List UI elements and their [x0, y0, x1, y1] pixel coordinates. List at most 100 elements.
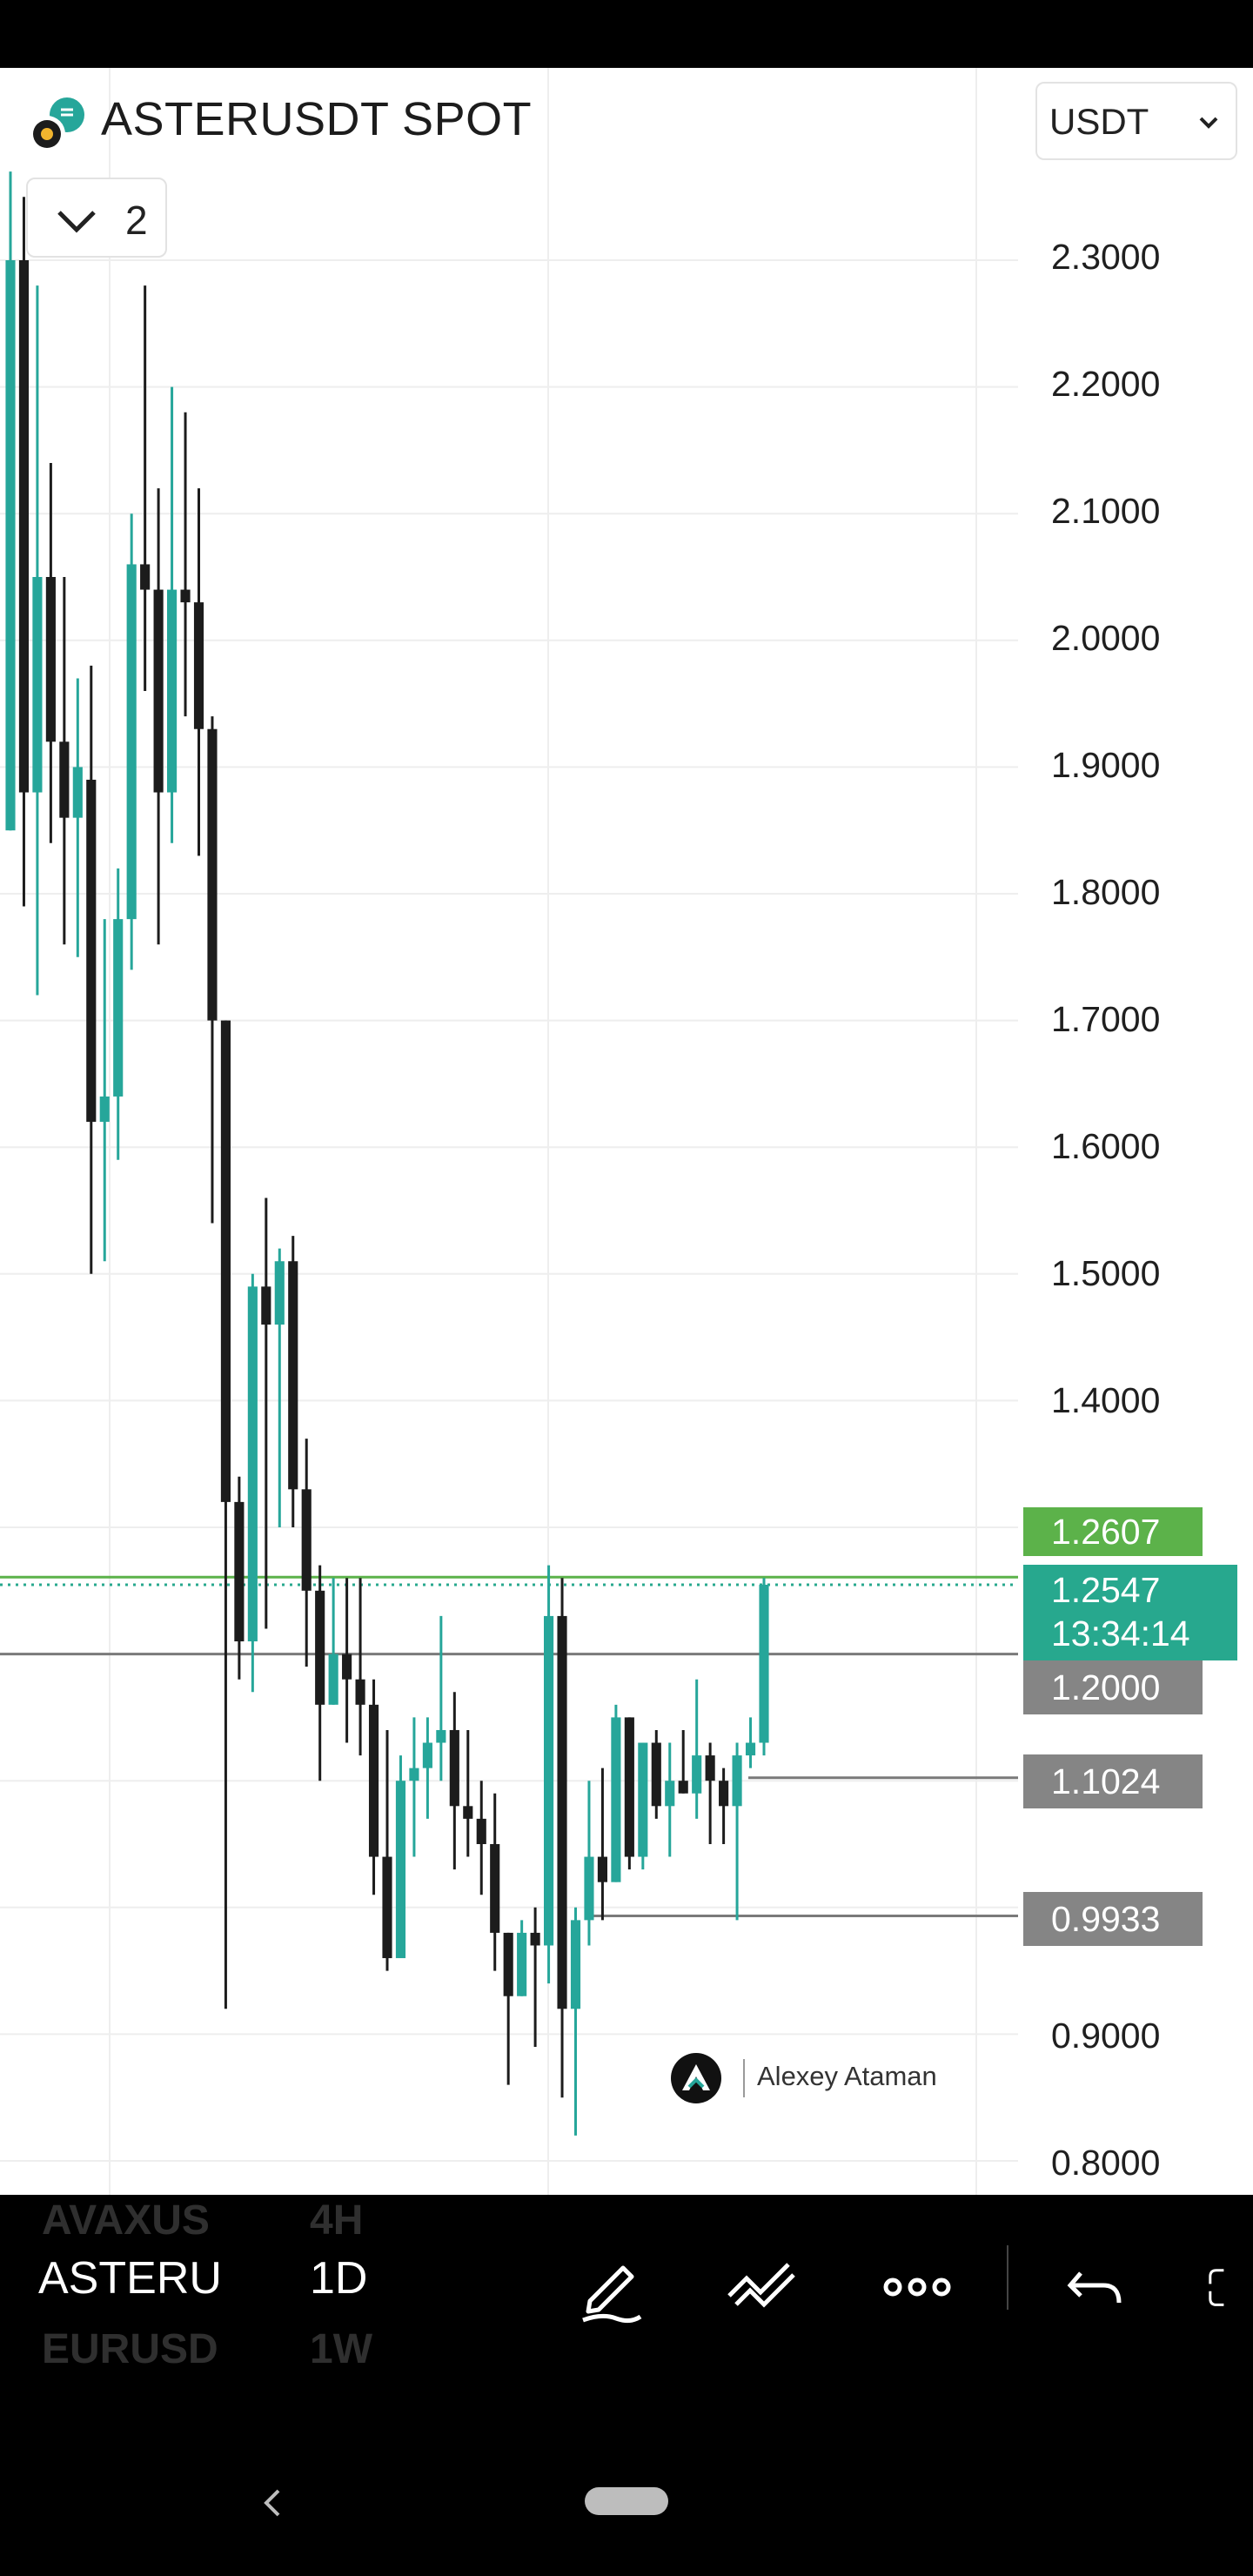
high-price-value: 1.2607 [1051, 1512, 1161, 1552]
candle-body [207, 728, 218, 1021]
high-price-tag: 1.2607 [1023, 1507, 1203, 1556]
chart-area[interactable]: ASTERUSDT SPOT USDT 2 2.3000 2.2000 2.10… [0, 68, 1253, 2195]
level-price-tag: 1.2000 [1023, 1660, 1203, 1714]
candle-body [476, 1818, 486, 1844]
candle [409, 1717, 419, 1857]
candle-body [678, 1781, 688, 1794]
candle [624, 1717, 634, 1870]
candle-body [315, 1590, 325, 1705]
candle [449, 1692, 459, 1870]
candle [759, 1578, 769, 1756]
candle [72, 678, 83, 957]
undo-icon[interactable] [1055, 2244, 1142, 2331]
price-axis-label: 2.1000 [1051, 491, 1161, 531]
candle-body [220, 1020, 231, 1502]
candle-body [745, 1742, 756, 1756]
level-price-value: 1.2000 [1051, 1667, 1161, 1707]
candle [557, 1578, 567, 2098]
candle-body [180, 589, 191, 603]
candle [153, 488, 164, 945]
candle-body [705, 1755, 715, 1781]
exchange-logo-icon [29, 97, 84, 152]
candle [463, 1729, 473, 1857]
trend-lines-icon[interactable] [719, 2244, 806, 2331]
candle [274, 1248, 285, 1527]
candle [544, 1565, 554, 1984]
active-symbol[interactable]: ASTERU [38, 2253, 222, 2304]
status-bar [0, 0, 1253, 68]
candle [503, 1932, 513, 2085]
candle [180, 412, 191, 717]
candle [745, 1717, 756, 1768]
candle-body [409, 1768, 419, 1781]
candle [247, 1273, 258, 1693]
symbol-option[interactable]: AVAXUS [42, 2197, 210, 2244]
candle-body [59, 741, 70, 818]
currency-select[interactable]: USDT [1035, 82, 1237, 160]
chevron-down-icon [57, 211, 96, 233]
candle-body [342, 1654, 352, 1680]
last-price-tag: 1.2547 13:34:14 [1023, 1565, 1237, 1660]
candle [530, 1907, 540, 2047]
symbol-option[interactable]: EURUSD [42, 2326, 218, 2372]
candle-body [288, 1261, 298, 1490]
level-price-tag: 1.1024 [1023, 1754, 1203, 1808]
author-name: Alexey Ataman [757, 2061, 937, 2091]
candle-body [759, 1584, 769, 1743]
candle [611, 1704, 621, 1882]
candle-body [140, 564, 151, 590]
candle-body [368, 1704, 379, 1857]
symbol-title[interactable]: ASTERUSDT SPOT [101, 93, 533, 145]
candle-body [624, 1717, 634, 1857]
more-icon[interactable] [874, 2244, 961, 2331]
candle-body [395, 1781, 406, 1959]
candle [570, 1907, 581, 2136]
chevron-down-icon [1199, 117, 1218, 129]
candle [86, 665, 97, 1274]
candle-body [463, 1806, 473, 1819]
candle-body [234, 1501, 245, 1642]
candle [638, 1742, 648, 1870]
indicators-toggle-button[interactable]: 2 [26, 178, 167, 258]
candle-body [570, 1920, 581, 2009]
candle [5, 171, 16, 831]
candle-body [530, 1932, 540, 1946]
candle [382, 1729, 392, 1971]
author-logo-icon [671, 2053, 721, 2103]
price-axis-label: 0.9000 [1051, 2016, 1161, 2056]
candle [476, 1781, 486, 1895]
candle-body [422, 1742, 432, 1768]
candle [597, 1768, 607, 1921]
price-axis-label: 2.3000 [1051, 237, 1161, 277]
timeframe-option[interactable]: 4H [310, 2197, 364, 2244]
candle-body [167, 589, 178, 793]
candle [45, 462, 56, 843]
candle-body [490, 1844, 500, 1933]
active-timeframe[interactable]: 1D [310, 2253, 368, 2304]
pen-icon[interactable] [567, 2244, 654, 2331]
fullscreen-icon[interactable] [1201, 2244, 1253, 2331]
candle-body [328, 1654, 338, 1705]
price-axis-label: 1.7000 [1051, 999, 1161, 1039]
indicator-count: 2 [125, 198, 148, 243]
candle [436, 1615, 446, 1781]
candle-body [32, 577, 43, 793]
candle [651, 1729, 661, 1819]
candle-body [261, 1286, 271, 1325]
candle-body [517, 1932, 527, 1996]
candle-body [113, 919, 124, 1097]
back-icon[interactable] [254, 2484, 289, 2522]
currency-value: USDT [1049, 101, 1149, 142]
candle-body [18, 260, 30, 793]
level-price-value: 0.9933 [1051, 1899, 1161, 1939]
price-axis-label: 1.6000 [1051, 1126, 1161, 1166]
candle [490, 1793, 500, 1971]
price-chart[interactable] [0, 68, 1253, 2195]
timeframe-option[interactable]: 1W [310, 2326, 372, 2372]
candle-countdown: 13:34:14 [1051, 1613, 1190, 1654]
candle [234, 1476, 245, 1680]
price-axis-label: 1.4000 [1051, 1380, 1161, 1420]
candle-body [126, 564, 137, 920]
home-button[interactable] [585, 2487, 668, 2515]
bottom-toolbar: AVAXUS ASTERU EURUSD 4H 1D 1W [0, 2195, 1253, 2404]
